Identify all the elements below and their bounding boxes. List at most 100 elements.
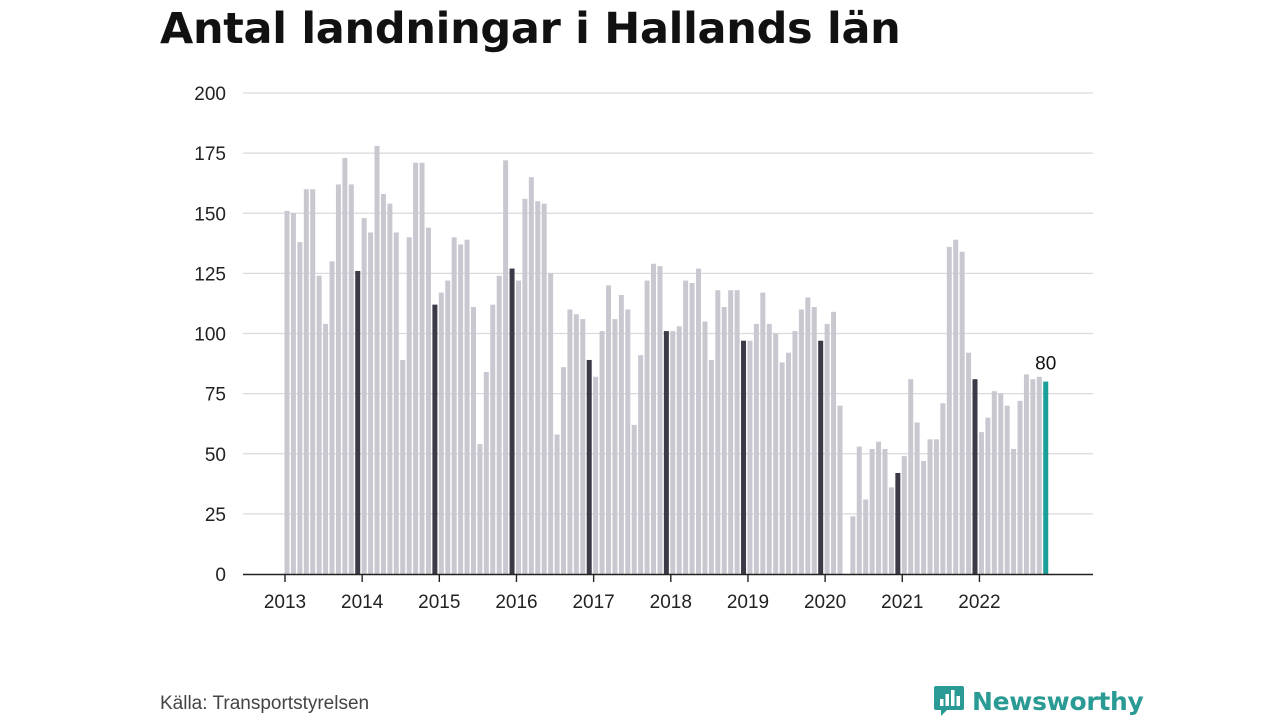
bar [380,194,386,574]
bar [895,472,901,574]
bar [586,359,592,574]
bar [869,448,875,574]
bar [798,309,804,574]
y-tick-label: 75 [205,385,226,406]
bar [303,189,309,574]
bar [940,403,946,574]
brand-name: Newsworthy [972,686,1144,716]
y-tick-label: 175 [194,144,226,165]
bar [528,177,534,575]
bar [567,309,573,574]
bar [888,487,894,574]
bar [413,162,419,574]
x-tick-label: 2015 [418,592,460,613]
bar [966,352,972,574]
y-tick-label: 150 [194,204,226,225]
bar [483,371,489,574]
bar [818,340,824,574]
bar [342,157,348,574]
bar [419,162,425,574]
x-tick-label: 2019 [727,592,769,613]
bar [515,280,521,574]
bar [1011,448,1017,574]
bar [432,304,438,574]
bar [438,292,444,574]
bar [792,331,798,574]
bar [959,251,965,575]
bar [554,434,560,574]
bar [290,213,296,574]
bar [1023,374,1029,574]
bar [470,307,476,574]
bar [522,198,528,574]
x-tick-label: 2021 [881,592,923,613]
y-tick-label: 25 [205,505,226,526]
bar [921,460,927,574]
bar [361,218,367,574]
bar [638,355,644,574]
bar [824,323,830,574]
bar [683,280,689,574]
bar [464,239,470,574]
x-tick-label: 2014 [341,592,384,613]
bar [863,499,869,574]
bar [400,359,406,574]
bar [335,184,341,574]
bar [425,227,431,574]
bar [496,275,502,574]
y-tick-label: 0 [215,565,226,586]
source-label: Källa: Transportstyrelsen [160,693,370,714]
x-tick-label: 2020 [804,592,846,613]
bar [779,362,785,574]
bar [657,266,663,574]
bar [702,321,708,574]
x-tick-label: 2022 [958,592,1000,613]
bar [689,282,695,574]
bar [477,444,483,574]
bar [316,275,322,574]
bar [908,379,914,574]
bar [773,333,779,574]
x-tick-label: 2013 [264,592,306,613]
bar [663,331,669,574]
bar [548,273,554,574]
bar [901,456,907,574]
bar [580,319,586,574]
bar [1036,376,1042,574]
bar [837,405,843,574]
bar [721,307,727,574]
y-tick-label: 100 [194,325,226,346]
bar [406,237,412,575]
bar [374,145,380,574]
bar [1030,379,1036,574]
bar [284,210,290,574]
bar [644,280,650,574]
bar [606,285,611,574]
bar [670,331,676,574]
bar [297,242,303,575]
bar [329,261,335,574]
bar [387,203,393,574]
bar [393,232,399,575]
y-tick-label: 125 [194,264,226,285]
bar [985,417,991,574]
bar [708,359,714,574]
bar [747,340,753,574]
bar [728,290,734,574]
bar [991,391,997,574]
last-value-label: 80 [1035,354,1056,375]
bar [760,292,766,574]
bar [927,439,933,574]
bar [914,422,920,574]
bar [310,189,316,574]
bar [541,203,547,574]
bar [766,323,772,574]
bar [933,439,939,574]
x-axis: 2013 2014 2015 2016 2017 2018 2019 2020 2021 2022 [243,573,1093,613]
bar [696,268,702,574]
annotations: 80 [1035,354,1056,375]
bar [445,280,451,574]
bar [998,393,1004,574]
bar [625,309,631,574]
